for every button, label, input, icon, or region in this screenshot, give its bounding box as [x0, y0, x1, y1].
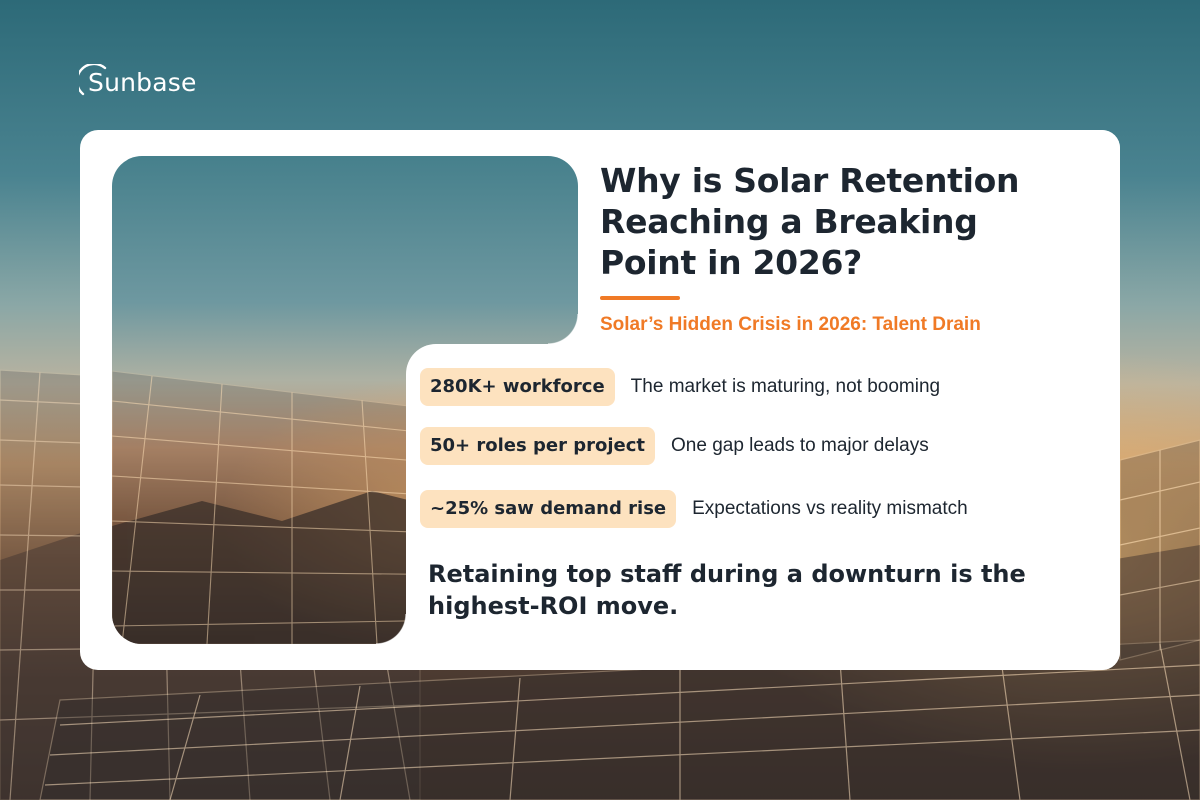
info-card: Why is Solar Retention Reaching a Breaki… — [80, 130, 1120, 670]
stat-description: The market is maturing, not booming — [630, 376, 941, 397]
conclusion-text: Retaining top staff during a downturn is… — [428, 560, 1026, 620]
card-title: Why is Solar Retention Reaching a Breaki… — [600, 161, 1020, 282]
stat-highlight: ~25% saw demand rise — [420, 490, 677, 528]
card-subtitle: Solar’s Hidden Crisis in 2026: Talent Dr… — [600, 314, 981, 335]
stat-highlight: 50+ roles per project — [420, 427, 656, 465]
stat-description: One gap leads to major delays — [671, 435, 929, 456]
brand-name: Sunbase — [88, 67, 197, 97]
title-underline — [600, 296, 680, 300]
brand-logo[interactable]: Sunbase — [79, 64, 197, 100]
card-notch-corner — [548, 314, 578, 344]
stat-row: ~25% saw demand rise Expectations vs rea… — [420, 490, 968, 528]
card-notch-corner-bottom — [376, 614, 406, 644]
stat-highlight: 280K+ workforce — [420, 368, 615, 406]
card-notch-top — [578, 130, 1120, 344]
stat-row: 50+ roles per project One gap leads to m… — [420, 427, 929, 465]
sun-arc-icon — [79, 64, 107, 96]
stat-description: Expectations vs reality mismatch — [692, 498, 968, 519]
stat-row: 280K+ workforce The market is maturing, … — [420, 368, 940, 406]
